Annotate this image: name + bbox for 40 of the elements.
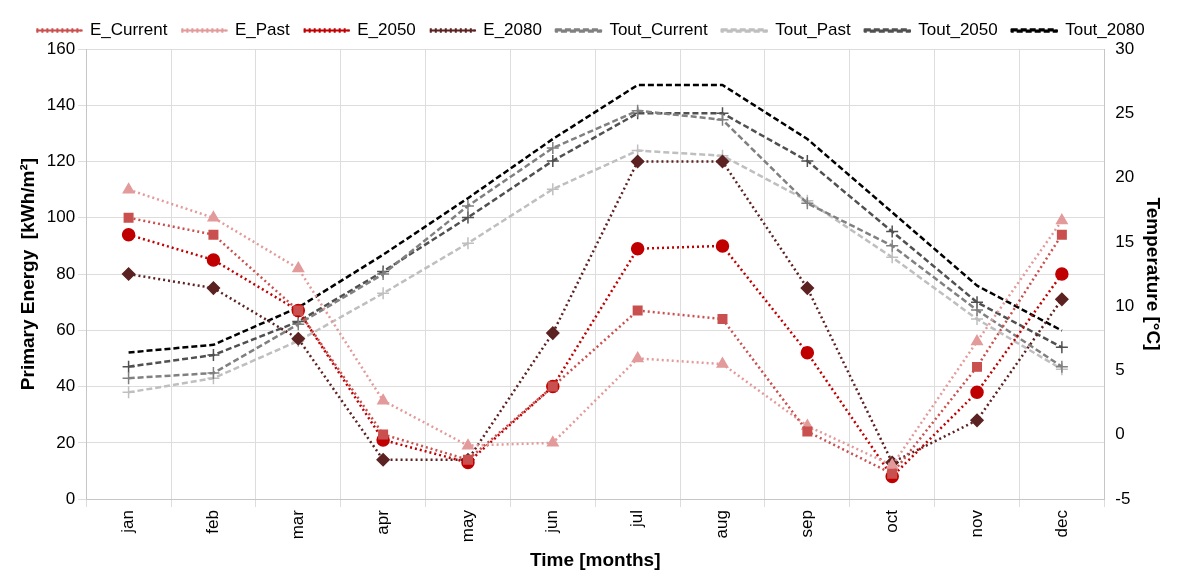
x-tick-label: dec (1051, 509, 1071, 538)
y-tick-label: 140 (46, 94, 76, 114)
x-tick-label: apr (372, 509, 392, 535)
y-axis-title: Primary Energy [kWh/m²] (16, 157, 38, 391)
y-tick-label: 40 (56, 376, 76, 396)
y2-tick-label: 5 (1115, 360, 1125, 380)
x-tick-label: jun (542, 510, 562, 534)
y2-axis-title: Temperature [°C] (1143, 197, 1165, 351)
x-tick-label: jul (627, 510, 647, 529)
y-tick-label: 20 (56, 432, 76, 452)
x-tick-label: mar (287, 509, 307, 540)
y2-tick-label: 15 (1115, 231, 1135, 251)
x-tick-label: aug (712, 510, 732, 539)
legend-label: E_Current (89, 20, 168, 40)
y2-tick-label: 30 (1115, 38, 1135, 58)
legend-label: E_2050 (357, 20, 416, 40)
legend-label: Tout_Past (775, 20, 852, 40)
y-tick-label: 100 (46, 207, 76, 227)
legend-label: E_Past (234, 20, 290, 40)
y2-tick-label: 10 (1115, 295, 1135, 315)
y2-tick-label: 20 (1115, 167, 1135, 187)
y2-tick-label: -5 (1115, 488, 1131, 508)
legend-label: Tout_2080 (1065, 20, 1145, 40)
x-tick-label: sep (797, 510, 817, 538)
y-tick-label: 0 (65, 488, 76, 508)
x-tick-label: jan (118, 510, 138, 534)
y-tick-label: 60 (56, 319, 76, 339)
x-tick-label: feb (203, 510, 223, 534)
y2-tick-label: 25 (1115, 102, 1135, 122)
legend-label: Tout_Current (609, 20, 708, 40)
y-tick-label: 120 (46, 151, 76, 171)
x-axis-title: Time [months] (529, 548, 661, 570)
x-tick-label: nov (966, 509, 986, 538)
y-tick-label: 160 (46, 38, 76, 58)
x-tick-label: may (457, 509, 477, 543)
y-tick-label: 80 (56, 263, 76, 283)
y2-tick-label: 0 (1115, 424, 1125, 444)
x-tick-label: oct (881, 509, 901, 533)
legend-label: Tout_2050 (918, 20, 998, 40)
legend-label: E_2080 (483, 20, 542, 40)
